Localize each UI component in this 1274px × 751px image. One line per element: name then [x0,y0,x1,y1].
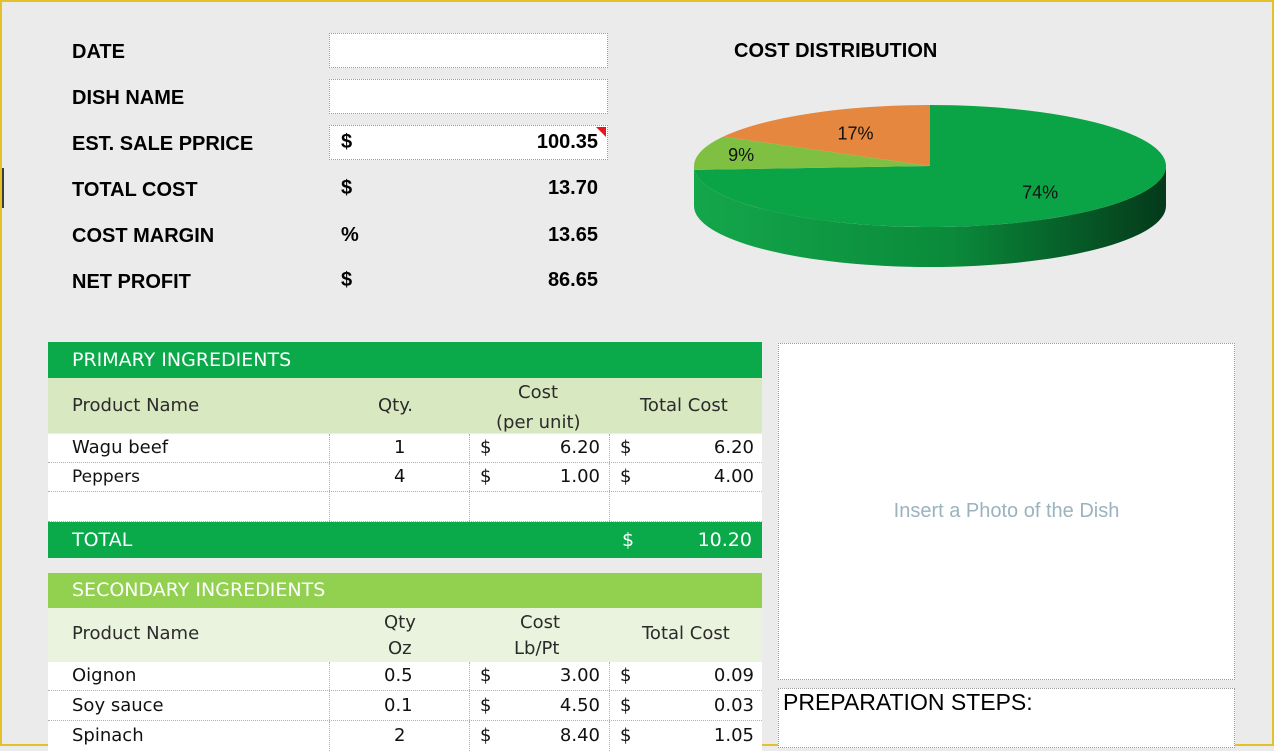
net-profit-label: NET PROFIT [72,271,191,293]
total-cost: 1.05 [713,725,754,746]
est-sale-price-currency: $ [341,131,353,153]
secondary-ingredients-header: SECONDARY INGREDIENTS [48,573,762,608]
total-cost: 0.03 [713,695,754,716]
total-cost: 0.09 [713,665,754,686]
currency: $ [480,695,492,716]
qty: 1 [394,437,406,458]
secondary-column-headers: Product Name Qty Oz Cost Lb/Pt Total Cos… [48,608,762,662]
col-cost-line2: (per unit) [496,412,581,433]
table-row[interactable]: Soy sauce 0.1 $ 4.50 $ 0.03 [48,691,762,721]
pie-slice[interactable] [723,104,930,166]
col-qty-line2: Oz [388,638,412,659]
cell-cursor-marker [2,168,4,208]
pie-slice[interactable] [694,136,930,170]
cost-margin-value: 13.65 [547,224,598,246]
date-label: DATE [72,41,125,63]
est-sale-price-label: EST. SALE PPRICE [72,133,254,155]
qty: 2 [394,725,406,746]
col-qty: Qty. [378,395,414,416]
product-name: Wagu beef [72,437,169,458]
col-cost-line1: Cost [520,612,561,633]
col-cost-line2: Lb/Pt [514,638,560,659]
unit-cost: 3.00 [559,665,600,686]
table-row[interactable]: Wagu beef 1 $ 6.20 $ 6.20 [48,434,762,463]
total-cost-label: TOTAL COST [72,179,198,201]
col-total-cost: Total Cost [640,395,728,416]
unit-cost: 8.40 [559,725,600,746]
preparation-steps-title: PREPARATION STEPS: [783,689,1033,715]
product-name: Spinach [72,725,144,746]
dish-name-label: DISH NAME [72,87,185,109]
table-row[interactable]: Peppers 4 $ 1.00 $ 4.00 [48,463,762,492]
currency: $ [480,437,492,458]
table-row[interactable]: Spinach 2 $ 8.40 $ 1.05 [48,721,762,751]
currency: $ [620,665,632,686]
currency: $ [620,466,632,487]
qty: 0.5 [384,665,413,686]
primary-total-row: TOTAL $ 10.20 [48,522,762,558]
total-cost-value: 13.70 [547,177,598,199]
cost-distribution-pie-chart[interactable]: 74% 9% 17% [680,90,1180,290]
col-cost-line1: Cost [518,382,559,403]
qty: 4 [394,466,406,487]
date-input[interactable] [329,33,608,68]
product-name: Oignon [72,665,137,686]
product-name: Peppers [72,467,140,487]
net-profit-value: 86.65 [547,269,598,291]
total-cost-currency: $ [341,177,353,199]
product-name: Soy sauce [72,695,164,716]
col-total-cost: Total Cost [642,623,730,644]
currency: $ [480,466,492,487]
preparation-steps-box[interactable]: PREPARATION STEPS: [778,688,1235,748]
comment-indicator-icon [596,127,606,137]
unit-cost: 1.00 [559,466,600,487]
col-product-name: Product Name [72,395,200,416]
est-sale-price-input[interactable] [329,125,608,160]
qty: 0.1 [384,695,413,716]
dish-name-input[interactable] [329,79,608,114]
cost-margin-label: COST MARGIN [72,225,215,247]
total-label: TOTAL [72,529,133,551]
currency: $ [620,725,632,746]
col-qty-line1: Qty [384,612,416,633]
est-sale-price-value: 100.35 [536,131,598,153]
currency: $ [480,665,492,686]
net-profit-currency: $ [341,269,353,291]
pie-slice-label: 74% [1022,183,1058,203]
dish-photo-placeholder[interactable]: Insert a Photo of the Dish [778,343,1235,680]
unit-cost: 4.50 [559,695,600,716]
chart-title: COST DISTRIBUTION [734,40,938,62]
cost-margin-unit: % [341,224,359,246]
total-currency: $ [622,529,635,551]
unit-cost: 6.20 [559,437,600,458]
table-row[interactable]: Oignon 0.5 $ 3.00 $ 0.09 [48,662,762,691]
pie-slice[interactable] [694,105,1166,227]
primary-ingredients-header: PRIMARY INGREDIENTS [48,342,762,378]
pie-slice-label: 9% [728,145,754,165]
pie-side-wall [694,166,1166,267]
total-cost: 4.00 [713,466,754,487]
currency: $ [620,695,632,716]
photo-placeholder-text: Insert a Photo of the Dish [893,500,1120,522]
table-row-empty[interactable] [48,492,762,522]
col-product-name: Product Name [72,623,200,644]
pie-slice-label: 17% [838,123,874,143]
total-value: 10.20 [697,529,752,551]
currency: $ [480,725,492,746]
primary-column-headers: Product Name Qty. Cost (per unit) Total … [48,378,762,433]
currency: $ [620,437,632,458]
total-cost: 6.20 [713,437,754,458]
